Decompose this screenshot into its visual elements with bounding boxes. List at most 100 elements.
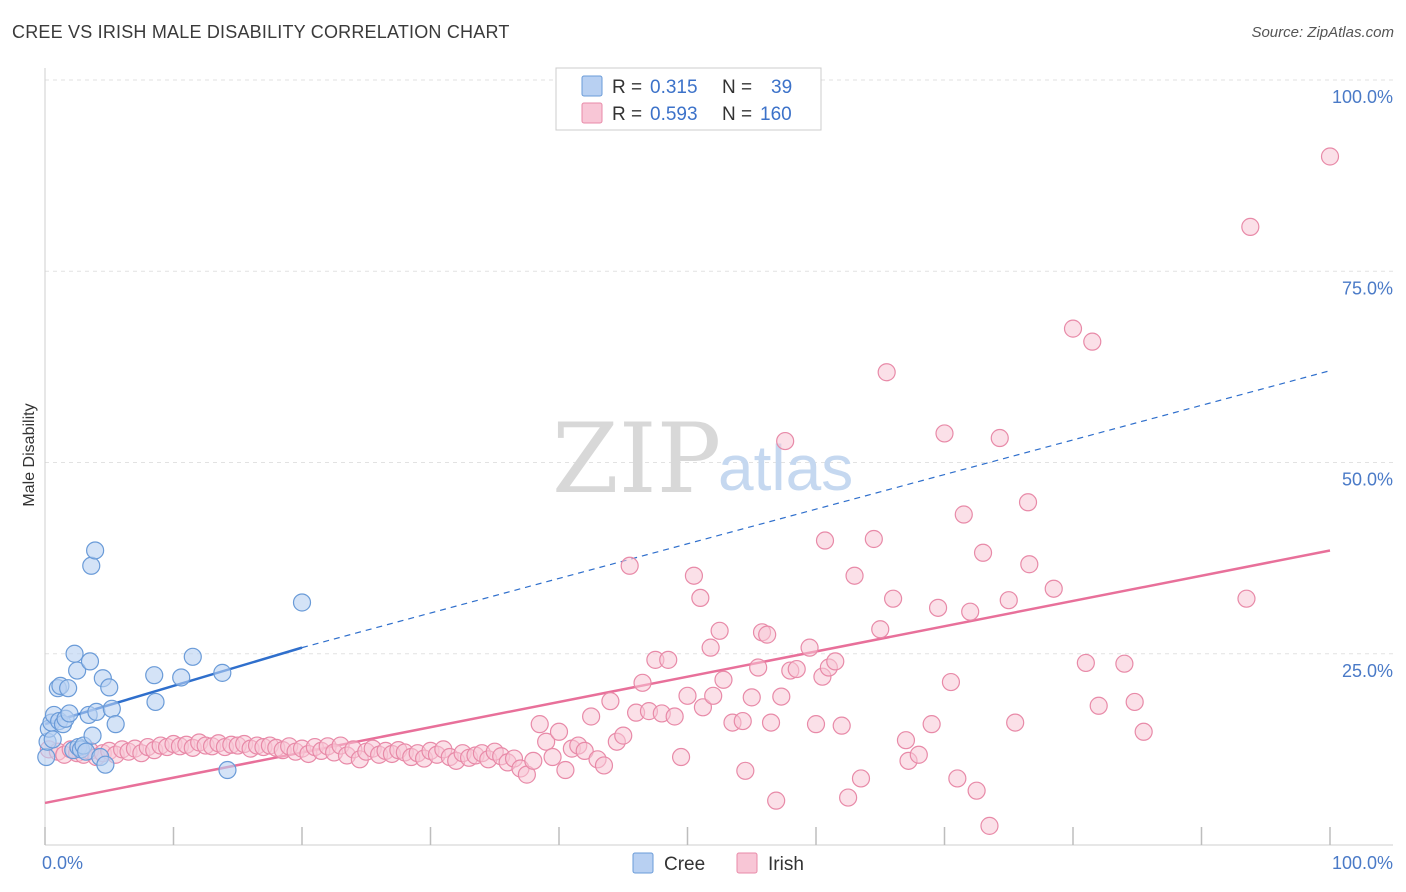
cree-point-15 bbox=[68, 661, 87, 680]
irish-point-90 bbox=[620, 556, 639, 575]
legend-cree-n-value: 39 bbox=[771, 77, 792, 98]
cree-point-36 bbox=[213, 663, 232, 682]
irish-point-98 bbox=[671, 747, 691, 767]
irish-point-100 bbox=[684, 566, 704, 585]
irish-point-89 bbox=[614, 726, 633, 745]
x-tick-label-0: 0.0% bbox=[42, 853, 83, 873]
irish-point-105 bbox=[710, 621, 729, 640]
legend-irish-n-label: N = bbox=[722, 104, 752, 125]
irish-point-145 bbox=[973, 543, 993, 562]
cree-point-12 bbox=[60, 704, 79, 723]
cree-point-0 bbox=[37, 747, 56, 767]
cree-point-34 bbox=[172, 668, 191, 687]
cree-point-4 bbox=[43, 730, 62, 749]
cree-point-33 bbox=[146, 692, 165, 712]
cree-point-22 bbox=[82, 556, 101, 575]
irish-point-139 bbox=[935, 424, 954, 443]
irish-point-96 bbox=[659, 650, 678, 669]
irish-point-115 bbox=[767, 791, 786, 810]
irish-point-148 bbox=[999, 591, 1018, 610]
legend-cree-swatch bbox=[581, 75, 603, 97]
irish-point-76 bbox=[530, 715, 549, 734]
irish-point-134 bbox=[896, 731, 916, 750]
cree-point-31 bbox=[106, 715, 125, 734]
irish-point-159 bbox=[1134, 722, 1153, 741]
irish-point-158 bbox=[1125, 692, 1144, 712]
irish-point-162 bbox=[1320, 147, 1340, 166]
source-label: Source: ZipAtlas.com bbox=[1251, 24, 1394, 41]
cree-point-29 bbox=[100, 678, 119, 697]
cree-points bbox=[37, 541, 312, 780]
cree-point-32 bbox=[145, 666, 164, 685]
grid-lines bbox=[45, 79, 1393, 655]
watermark-zip: ZIP bbox=[552, 403, 721, 515]
irish-point-108 bbox=[733, 711, 752, 731]
irish-point-84 bbox=[582, 707, 601, 726]
irish-point-121 bbox=[806, 715, 826, 734]
legend-irish-n-value: 160 bbox=[760, 104, 792, 125]
irish-point-152 bbox=[1044, 579, 1063, 598]
irish-point-131 bbox=[871, 620, 890, 639]
irish-point-97 bbox=[665, 707, 684, 726]
irish-point-120 bbox=[800, 638, 819, 657]
irish-point-130 bbox=[864, 529, 883, 549]
irish-point-147 bbox=[990, 428, 1009, 448]
cree-point-23 bbox=[83, 726, 102, 745]
y-tick-labels: 25.0% 50.0% 75.0% 100.0% bbox=[1332, 87, 1393, 681]
irish-point-142 bbox=[954, 505, 973, 524]
irish-point-116 bbox=[772, 687, 791, 706]
irish-point-119 bbox=[787, 659, 806, 679]
cree-point-35 bbox=[183, 647, 202, 666]
bottom-legend-cree-swatch bbox=[632, 852, 654, 874]
irish-point-141 bbox=[948, 769, 967, 788]
cree-trend-line-extension bbox=[301, 370, 1331, 649]
cree-point-25 bbox=[87, 702, 106, 721]
cree-point-37 bbox=[218, 760, 237, 780]
irish-point-117 bbox=[776, 431, 795, 451]
irish-point-151 bbox=[1020, 555, 1039, 574]
irish-point-83 bbox=[575, 741, 594, 761]
irish-point-129 bbox=[851, 769, 871, 788]
irish-point-99 bbox=[678, 686, 697, 705]
x-tick-label-1: 100.0% bbox=[1332, 853, 1393, 873]
irish-point-149 bbox=[1006, 713, 1025, 732]
cree-point-24 bbox=[86, 541, 105, 560]
irish-point-154 bbox=[1076, 653, 1095, 673]
bottom-legend-irish-swatch bbox=[736, 852, 758, 874]
chart-title: CREE VS IRISH MALE DISABILITY CORRELATIO… bbox=[12, 22, 510, 42]
irish-point-160 bbox=[1237, 589, 1256, 608]
irish-point-86 bbox=[594, 756, 614, 775]
irish-point-136 bbox=[909, 745, 928, 764]
cree-point-11 bbox=[59, 679, 78, 698]
irish-point-75 bbox=[524, 751, 543, 770]
irish-point-80 bbox=[556, 760, 575, 780]
legend: R = 0.315 N = 39 R = 0.593 N = 160 bbox=[555, 67, 822, 131]
irish-point-153 bbox=[1063, 319, 1083, 338]
irish-point-102 bbox=[693, 698, 713, 717]
irish-point-155 bbox=[1083, 332, 1102, 351]
irish-point-138 bbox=[928, 598, 948, 617]
irish-points bbox=[39, 147, 1340, 835]
legend-irish-swatch bbox=[581, 102, 603, 124]
cree-point-30 bbox=[102, 699, 121, 718]
irish-point-109 bbox=[736, 761, 755, 780]
legend-cree-r-value: 0.315 bbox=[650, 77, 698, 98]
x-tick-labels: 0.0% 100.0% bbox=[42, 853, 1393, 873]
cree-point-14 bbox=[65, 644, 84, 663]
irish-point-133 bbox=[883, 589, 903, 608]
y-tick-label-1: 50.0% bbox=[1342, 470, 1393, 490]
irish-point-113 bbox=[758, 625, 777, 644]
legend-cree-n-label: N = bbox=[722, 77, 752, 98]
cree-point-28 bbox=[96, 755, 115, 774]
irish-point-128 bbox=[845, 566, 864, 585]
irish-point-132 bbox=[877, 363, 896, 382]
y-tick-label-0: 25.0% bbox=[1342, 661, 1393, 681]
legend-irish-r-label: R = bbox=[612, 104, 642, 125]
irish-point-101 bbox=[691, 588, 710, 608]
irish-point-140 bbox=[941, 672, 961, 692]
irish-point-150 bbox=[1018, 493, 1038, 512]
irish-point-114 bbox=[761, 713, 781, 732]
irish-point-127 bbox=[839, 788, 858, 807]
irish-point-79 bbox=[549, 722, 569, 741]
